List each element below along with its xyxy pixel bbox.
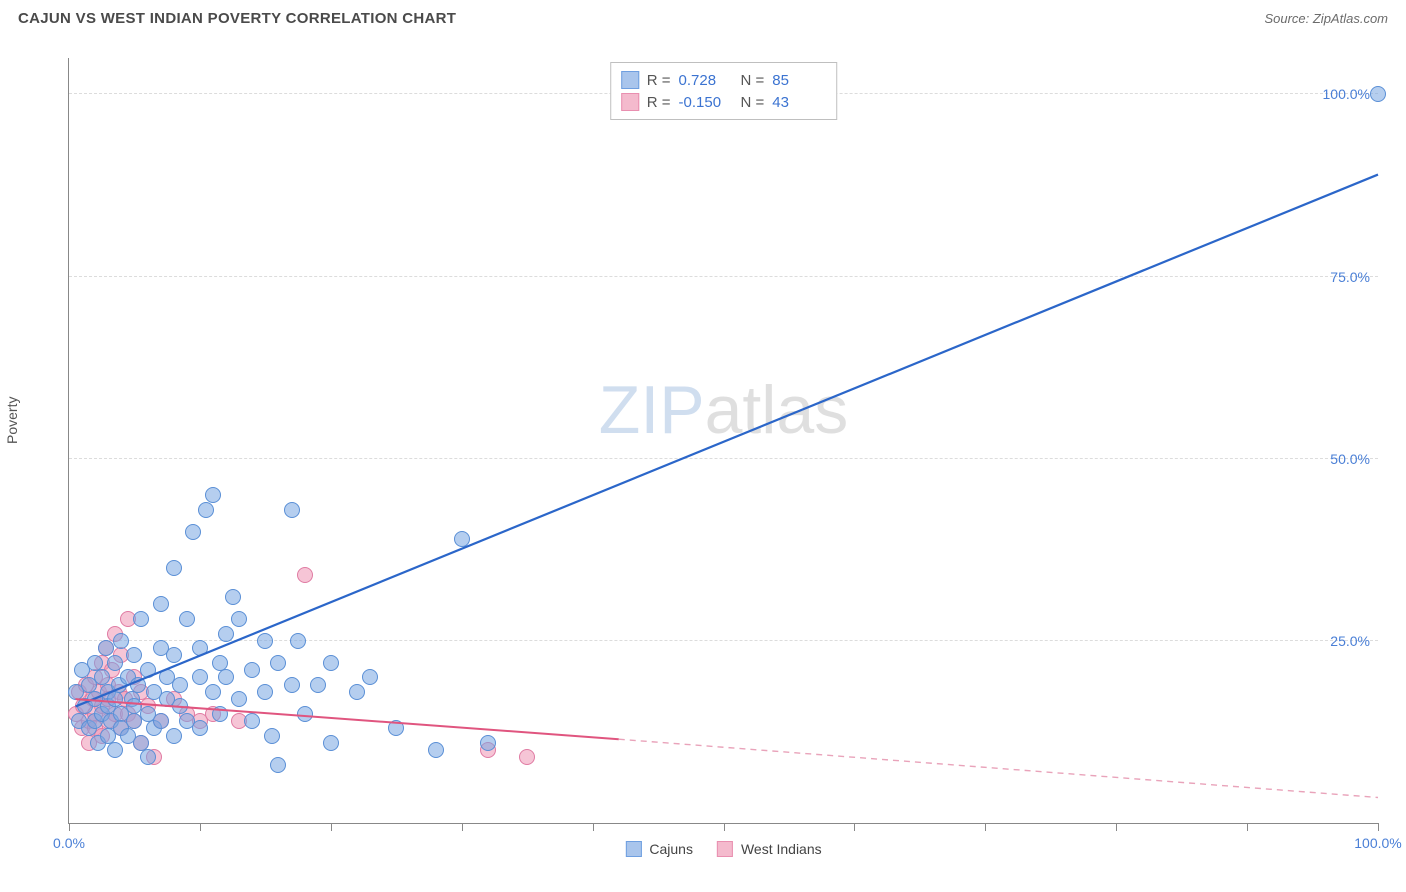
chart-title: CAJUN VS WEST INDIAN POVERTY CORRELATION… (18, 10, 456, 27)
legend-swatch-cajuns-bottom (625, 841, 641, 857)
x-tick (69, 823, 70, 831)
legend-item-westindians: West Indians (717, 841, 822, 857)
x-tick (985, 823, 986, 831)
x-tick (1378, 823, 1379, 831)
plot-area: ZIPatlas R = 0.728 N = 85 R = -0.150 N =… (68, 58, 1378, 824)
trend-line (619, 739, 1378, 797)
source-label: Source: ZipAtlas.com (1264, 11, 1388, 26)
y-axis-label: Poverty (4, 397, 20, 444)
r-label: R = (647, 72, 671, 89)
r-label: R = (647, 94, 671, 111)
n-value-westindians: 43 (772, 94, 826, 111)
legend-top-row-1: R = 0.728 N = 85 (621, 69, 827, 91)
legend-swatch-westindians-bottom (717, 841, 733, 857)
n-label: N = (741, 72, 765, 89)
n-value-cajuns: 85 (772, 72, 826, 89)
x-tick (854, 823, 855, 831)
trend-line (76, 175, 1378, 707)
x-tick (1247, 823, 1248, 831)
x-tick (593, 823, 594, 831)
x-tick (462, 823, 463, 831)
legend-top-row-2: R = -0.150 N = 43 (621, 91, 827, 113)
trend-line (76, 699, 619, 739)
chart-container: Poverty ZIPatlas R = 0.728 N = 85 R = -0… (18, 38, 1388, 874)
r-value-cajuns: 0.728 (679, 72, 733, 89)
x-tick-label: 100.0% (1354, 835, 1401, 851)
x-tick (724, 823, 725, 831)
trend-lines (69, 58, 1378, 823)
n-label: N = (741, 94, 765, 111)
legend-top: R = 0.728 N = 85 R = -0.150 N = 43 (610, 62, 838, 120)
legend-bottom: Cajuns West Indians (625, 841, 821, 857)
x-tick (331, 823, 332, 831)
legend-swatch-cajuns (621, 71, 639, 89)
x-tick (200, 823, 201, 831)
legend-item-cajuns: Cajuns (625, 841, 693, 857)
r-value-westindians: -0.150 (679, 94, 733, 111)
legend-swatch-westindians (621, 93, 639, 111)
legend-label-westindians: West Indians (741, 841, 822, 857)
legend-label-cajuns: Cajuns (649, 841, 693, 857)
x-tick (1116, 823, 1117, 831)
x-tick-label: 0.0% (53, 835, 85, 851)
